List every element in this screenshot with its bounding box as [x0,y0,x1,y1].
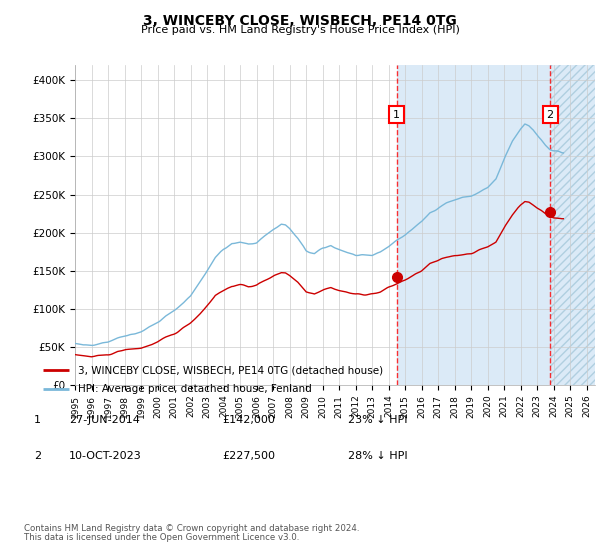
Text: This data is licensed under the Open Government Licence v3.0.: This data is licensed under the Open Gov… [24,533,299,542]
Bar [397,65,550,385]
Text: Price paid vs. HM Land Registry's House Price Index (HPI): Price paid vs. HM Land Registry's House … [140,25,460,35]
Text: 1: 1 [34,415,41,425]
Text: 28% ↓ HPI: 28% ↓ HPI [348,451,407,461]
Bar [550,65,595,385]
Text: 10-OCT-2023: 10-OCT-2023 [69,451,142,461]
Text: £142,000: £142,000 [222,415,275,425]
Text: 27-JUN-2014: 27-JUN-2014 [69,415,140,425]
Text: Contains HM Land Registry data © Crown copyright and database right 2024.: Contains HM Land Registry data © Crown c… [24,524,359,533]
Text: 2: 2 [547,110,554,119]
Text: 1: 1 [393,110,400,119]
Bar [550,65,595,385]
Text: 23% ↓ HPI: 23% ↓ HPI [348,415,407,425]
Text: HPI: Average price, detached house, Fenland: HPI: Average price, detached house, Fenl… [77,384,311,394]
Text: 3, WINCEBY CLOSE, WISBECH, PE14 0TG: 3, WINCEBY CLOSE, WISBECH, PE14 0TG [143,14,457,28]
Text: 3, WINCEBY CLOSE, WISBECH, PE14 0TG (detached house): 3, WINCEBY CLOSE, WISBECH, PE14 0TG (det… [77,365,383,375]
Text: £227,500: £227,500 [222,451,275,461]
Text: 2: 2 [34,451,41,461]
